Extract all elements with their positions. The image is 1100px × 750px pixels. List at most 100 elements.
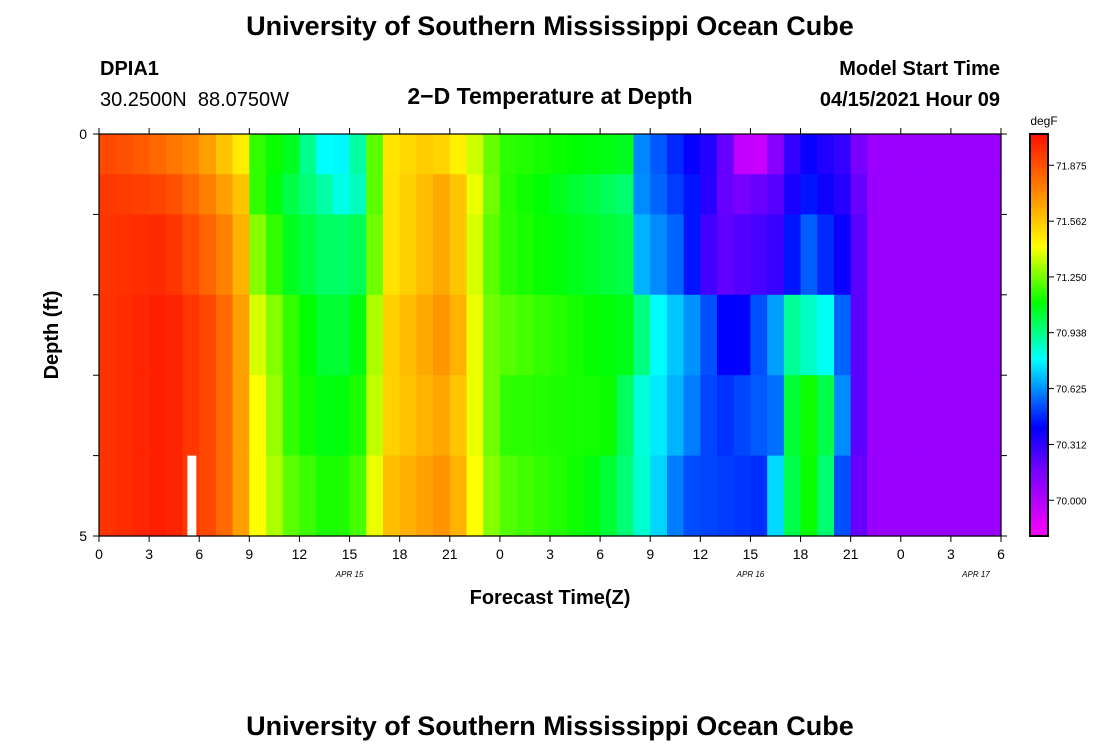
heatmap-cell bbox=[683, 214, 701, 296]
heatmap-cell bbox=[583, 174, 601, 215]
heatmap-cell bbox=[316, 134, 334, 175]
heatmap-cell bbox=[566, 134, 584, 175]
heatmap-cell bbox=[850, 174, 868, 215]
heatmap-cell bbox=[917, 294, 935, 376]
heatmap-cell bbox=[215, 455, 234, 537]
heatmap-cell bbox=[583, 455, 601, 537]
x-tick-label: 21 bbox=[843, 546, 859, 562]
heatmap-cell bbox=[767, 294, 785, 376]
heatmap-cell bbox=[833, 455, 852, 537]
heatmap-cell bbox=[767, 214, 785, 296]
heatmap-cell bbox=[967, 214, 985, 296]
heatmap-cell bbox=[800, 294, 818, 376]
heatmap-cell bbox=[165, 174, 184, 215]
heatmap-cell bbox=[967, 294, 985, 376]
heatmap-cell bbox=[115, 214, 133, 296]
heatmap-cell bbox=[132, 174, 150, 215]
x-tick-label: 15 bbox=[743, 546, 759, 562]
heatmap-cell bbox=[566, 174, 584, 215]
heatmap-cell bbox=[266, 455, 284, 537]
heatmap-cell bbox=[232, 375, 250, 457]
colorbar-tick-label: 71.562 bbox=[1056, 217, 1087, 228]
heatmap-cell bbox=[867, 134, 885, 175]
plot-title: 2−D Temperature at Depth bbox=[407, 83, 692, 109]
heatmap-cell bbox=[700, 134, 718, 175]
heatmap-cell bbox=[884, 294, 902, 376]
heatmap-cell bbox=[934, 455, 952, 537]
heatmap-cell bbox=[800, 375, 818, 457]
heatmap-cell bbox=[616, 214, 635, 296]
heatmap-cell bbox=[433, 214, 451, 296]
colorbar-tick-label: 70.000 bbox=[1056, 496, 1087, 507]
heatmap-cell bbox=[199, 294, 217, 376]
heatmap-cell bbox=[984, 455, 1002, 537]
colorbar-tick-label: 70.625 bbox=[1056, 385, 1087, 396]
heatmap-cell bbox=[767, 174, 785, 215]
heatmap-cell bbox=[232, 214, 250, 296]
heatmap-cell bbox=[115, 174, 133, 215]
heatmap-cell bbox=[332, 214, 351, 296]
heatmap-cell bbox=[850, 375, 868, 457]
heatmap-cell bbox=[917, 134, 935, 175]
heatmap-cell bbox=[833, 134, 852, 175]
heatmap-cell bbox=[316, 214, 334, 296]
heatmap-cell bbox=[783, 294, 802, 376]
heatmap-cell bbox=[934, 134, 952, 175]
heatmap-cell bbox=[717, 214, 735, 296]
heatmap-cell bbox=[616, 174, 635, 215]
heatmap-cell bbox=[516, 134, 534, 175]
heatmap-cell bbox=[449, 294, 468, 376]
heatmap-cell bbox=[266, 214, 284, 296]
heatmap-cell bbox=[199, 134, 217, 175]
heatmap-cell bbox=[600, 375, 618, 457]
heatmap-cell bbox=[967, 455, 985, 537]
x-tick-label: 12 bbox=[292, 546, 308, 562]
heatmap-cell bbox=[466, 455, 484, 537]
heatmap-cell bbox=[583, 134, 601, 175]
heatmap-cell bbox=[433, 174, 451, 215]
heatmap-cell bbox=[950, 214, 969, 296]
heatmap-cell bbox=[299, 134, 317, 175]
x-tick-label: 9 bbox=[646, 546, 654, 562]
heatmap-cell bbox=[282, 375, 301, 457]
heatmap-cell bbox=[900, 174, 919, 215]
heatmap-cell bbox=[616, 455, 635, 537]
heatmap-cell bbox=[132, 294, 150, 376]
heatmap-cell bbox=[266, 134, 284, 175]
heatmap-cell bbox=[483, 294, 501, 376]
heatmap-cell bbox=[266, 174, 284, 215]
heatmap-cell bbox=[934, 214, 952, 296]
heatmap-cell bbox=[867, 174, 885, 215]
heatmap-cell bbox=[332, 375, 351, 457]
heatmap-cell bbox=[199, 214, 217, 296]
heatmap-cell bbox=[917, 174, 935, 215]
heatmap-cell bbox=[499, 294, 518, 376]
heatmap-cell bbox=[750, 174, 768, 215]
heatmap-cell bbox=[633, 375, 651, 457]
heatmap-cell bbox=[867, 214, 885, 296]
heatmap-cell bbox=[299, 294, 317, 376]
heatmap-cell bbox=[416, 294, 434, 376]
heatmap-cell bbox=[583, 214, 601, 296]
heatmap-cell bbox=[466, 214, 484, 296]
heatmap-cell bbox=[833, 174, 852, 215]
heatmap-cell bbox=[533, 455, 551, 537]
model-start-value: 04/15/2021 Hour 09 bbox=[820, 89, 1000, 111]
heatmap-cell bbox=[165, 134, 184, 175]
heatmap-cell bbox=[316, 375, 334, 457]
x-tick-label: 18 bbox=[793, 546, 809, 562]
heatmap-cell bbox=[550, 294, 568, 376]
heatmap-cell bbox=[934, 294, 952, 376]
heatmap-cell bbox=[867, 294, 885, 376]
heatmap-cell bbox=[399, 174, 417, 215]
heatmap-cell bbox=[199, 455, 217, 537]
heatmap-cell bbox=[399, 375, 417, 457]
heatmap-cell bbox=[733, 294, 752, 376]
heatmap-cell bbox=[616, 375, 635, 457]
heatmap-cell bbox=[182, 134, 200, 175]
heatmap-cells bbox=[99, 134, 1002, 537]
heatmap-cell bbox=[249, 455, 267, 537]
heatmap-cell bbox=[349, 375, 367, 457]
heatmap-cell bbox=[600, 134, 618, 175]
